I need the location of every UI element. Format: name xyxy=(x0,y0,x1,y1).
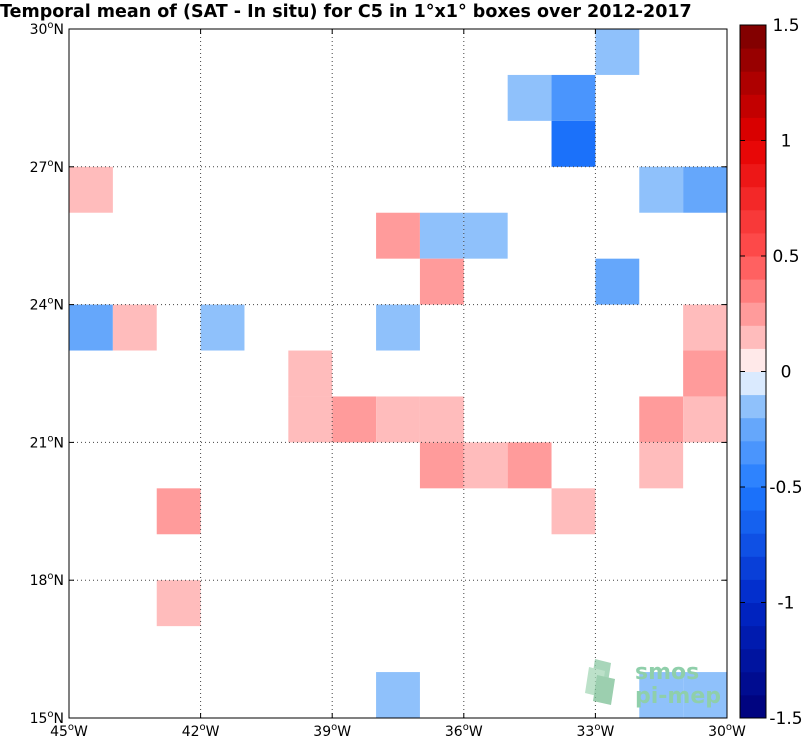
heatmap-cell xyxy=(639,396,684,443)
heatmap-cell xyxy=(419,212,464,259)
logo-mark-icon xyxy=(585,659,615,705)
heatmap-cell xyxy=(639,166,684,213)
colorbar-tick-label: -1.5 xyxy=(769,709,802,729)
plot-frame xyxy=(68,28,728,719)
colorbar-swatch xyxy=(740,325,766,349)
grid-layer xyxy=(69,29,727,718)
colorbar-swatch xyxy=(740,648,766,673)
y-tick-label: 24oN xyxy=(30,296,64,314)
heatmap-cell xyxy=(156,488,201,535)
x-tick-label: 45oW xyxy=(50,722,88,738)
y-tick-label: 15oN xyxy=(30,709,64,727)
colorbar-tick-label: 1 xyxy=(781,132,792,152)
heatmap-cell xyxy=(683,166,727,213)
colorbar-swatch xyxy=(740,602,766,627)
heatmap-cell xyxy=(551,120,596,167)
y-tick-label: 21oN xyxy=(30,433,64,451)
colorbar-swatch xyxy=(740,48,766,72)
y-tick-label: 27oN xyxy=(30,158,64,176)
x-tick-label: 33oW xyxy=(577,722,615,738)
colorbar-swatch xyxy=(740,556,766,580)
heatmap-cell xyxy=(507,442,552,489)
x-tick-label: 39oW xyxy=(313,722,351,738)
colorbar-swatch xyxy=(740,302,766,326)
colorbar-swatch xyxy=(740,117,766,141)
colorbar-swatch xyxy=(740,440,766,465)
heatmap-cell xyxy=(551,74,596,121)
colorbar-swatch xyxy=(740,232,766,257)
heatmap-cell xyxy=(288,396,333,443)
colorbar-tick-label: 1.5 xyxy=(772,16,799,36)
colorbar-swatch xyxy=(740,394,766,419)
smos-pimep-logo: smos pi-mep xyxy=(583,657,723,709)
heatmap-cell xyxy=(551,488,596,535)
colorbar-swatch xyxy=(740,463,766,488)
colorbar-tick-label: -0.5 xyxy=(769,478,802,498)
y-axis: 15oN 18oN 21oN 24oN 27oN 30oN xyxy=(30,20,727,727)
y-tick-label: 30oN xyxy=(30,20,64,38)
heatmap-cell xyxy=(419,396,464,443)
heatmap-cell xyxy=(69,304,113,351)
colorbar-swatch xyxy=(740,371,766,396)
heatmap-cell xyxy=(419,258,464,305)
heatmap-cell xyxy=(376,396,420,443)
colorbar-swatch xyxy=(740,487,766,511)
colorbar-swatch xyxy=(740,71,766,95)
colorbar-swatch xyxy=(740,209,766,234)
colorbar-swatch xyxy=(740,579,766,603)
heatmap-cell xyxy=(595,29,640,75)
colorbar-swatch xyxy=(740,417,766,442)
chart-title: Temporal mean of (SAT - In situ) for C5 … xyxy=(0,2,692,22)
colorbar-swatch xyxy=(740,625,766,650)
heatmap-cell xyxy=(332,396,377,443)
heatmap-cell xyxy=(376,212,420,259)
heatmap-cell xyxy=(507,74,552,121)
colorbar-swatch xyxy=(740,671,766,696)
heatmap-cell xyxy=(419,442,464,489)
heatmap-cell xyxy=(112,304,157,351)
logo-text-smos: smos xyxy=(635,660,699,685)
heatmap-cell xyxy=(463,442,508,489)
heatmap-cell xyxy=(683,350,727,397)
colorbar-swatch xyxy=(740,94,766,118)
heatmap-cell xyxy=(683,396,727,443)
heatmap-cell xyxy=(639,672,684,718)
x-tick-label: 30oW xyxy=(708,722,746,738)
colorbar-swatch xyxy=(740,279,766,303)
colorbar-swatch xyxy=(740,163,766,188)
heatmap-cell xyxy=(376,304,420,351)
heatmap-cell xyxy=(376,672,420,718)
y-tick-label: 18oN xyxy=(30,571,64,589)
colorbar-swatch xyxy=(740,256,766,280)
colorbar-tick-label: -1 xyxy=(778,594,795,614)
colorbar-swatch xyxy=(740,140,766,165)
heatmap-cell xyxy=(69,166,113,213)
x-tick-label: 42oW xyxy=(182,722,220,738)
heatmap-cell xyxy=(639,442,684,489)
colorbar-tick-label: 0 xyxy=(781,363,792,383)
x-axis: 45oW 42oW 39oW 36oW 33oW 30oW xyxy=(50,29,746,738)
heatmap-cell xyxy=(595,258,640,305)
colorbar-swatch xyxy=(740,533,766,557)
colorbar-swatch xyxy=(740,348,766,372)
heatmap-cell xyxy=(200,304,245,351)
colorbar-swatch xyxy=(740,186,766,211)
heatmap-cell xyxy=(156,580,201,627)
colorbar-swatch xyxy=(740,510,766,534)
colorbar: 1.5 1 0.5 0 -0.5 -1 -1.5 xyxy=(739,16,803,729)
heatmap-cell xyxy=(683,304,727,351)
colorbar-swatch xyxy=(740,25,766,49)
x-tick-label: 36oW xyxy=(445,722,483,738)
logo-text-pimep: pi-mep xyxy=(635,684,721,709)
heatmap-cell xyxy=(288,350,333,397)
colorbar-swatch xyxy=(740,694,766,719)
cells-layer xyxy=(69,29,727,718)
heatmap-cell xyxy=(683,672,727,718)
heatmap-cell xyxy=(463,212,508,259)
colorbar-tick-label: 0.5 xyxy=(772,247,799,267)
